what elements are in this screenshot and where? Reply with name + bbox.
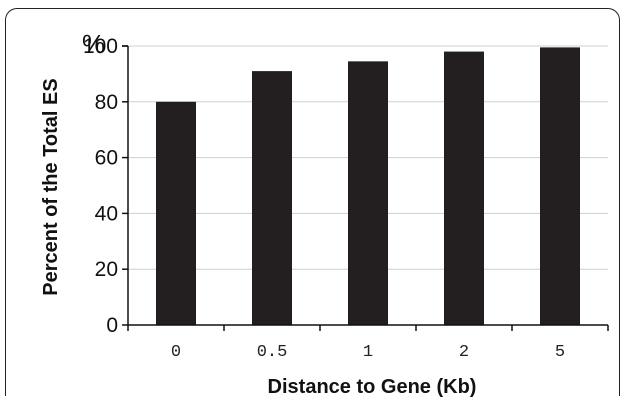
- axes: [122, 45, 609, 331]
- bar: [444, 51, 484, 326]
- y-tick-label: 40: [95, 202, 118, 225]
- y-tick-label: 80: [95, 91, 118, 114]
- y-tick-label: 60: [95, 147, 118, 170]
- y-tick-label: 20: [95, 258, 118, 281]
- x-tick-label: 0: [171, 343, 181, 362]
- bar: [252, 71, 292, 325]
- y-unit-label: %: [82, 29, 105, 59]
- y-tick-label: 0: [106, 314, 118, 337]
- x-tick-label: 2: [459, 343, 469, 362]
- x-tick-labels: 0 0.5 1 2 5: [171, 343, 565, 362]
- bars: [156, 47, 580, 326]
- x-tick-label: 1: [363, 343, 373, 362]
- chart-frame: [5, 8, 620, 396]
- bar: [156, 101, 196, 325]
- bar: [540, 47, 580, 326]
- x-tick-label: 0.5: [257, 343, 288, 362]
- x-axis-title: Distance to Gene (Kb): [268, 376, 477, 398]
- bar: [348, 61, 388, 325]
- y-tick-label: 100: [83, 35, 118, 58]
- x-tick-label: 5: [555, 343, 565, 362]
- y-axis-title: Percent of the Total ES: [40, 78, 62, 295]
- y-tick-labels: 0 20 40 60 80 100: [83, 35, 118, 337]
